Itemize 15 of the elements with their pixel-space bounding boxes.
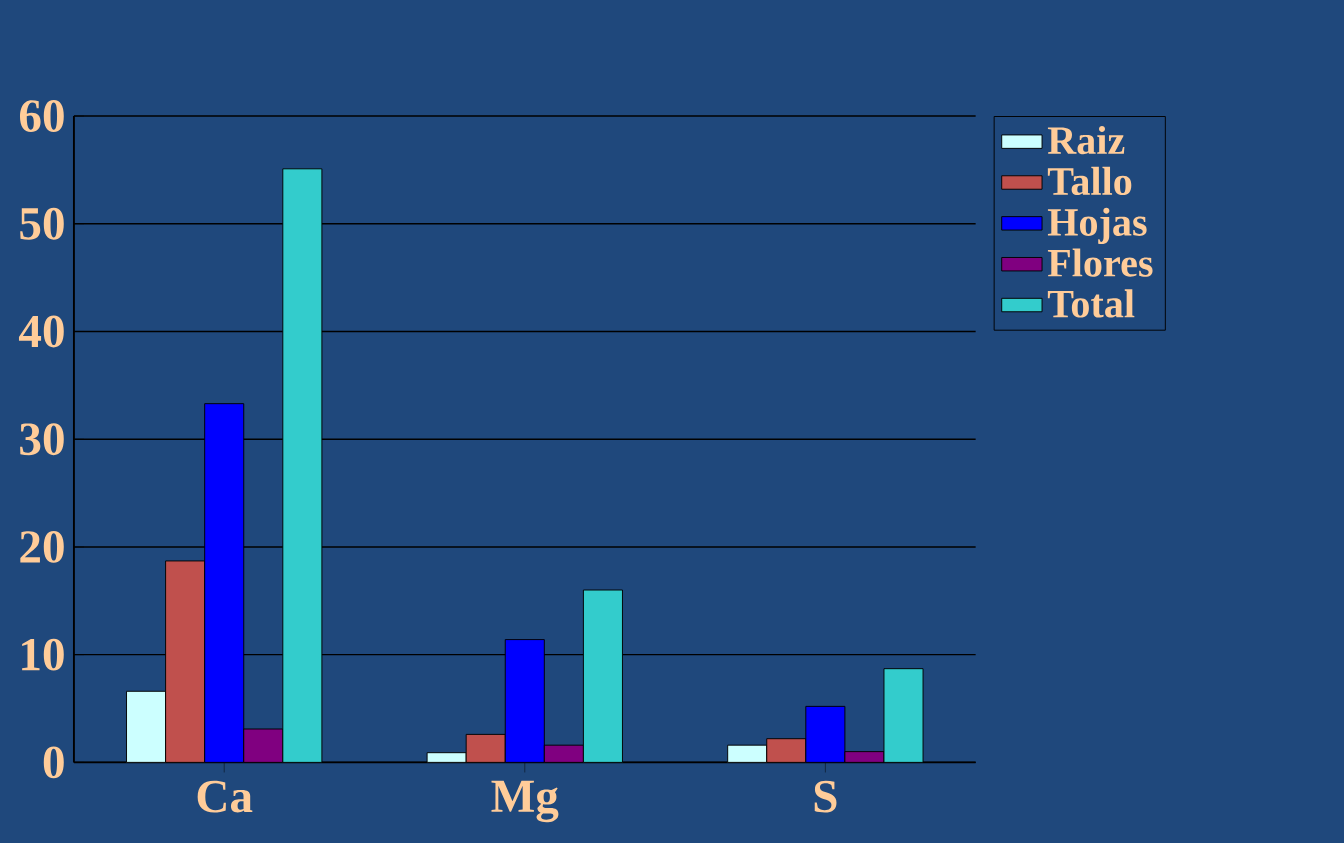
y-tick-label: 50	[20, 207, 64, 240]
y-tick-label: 20	[20, 530, 64, 563]
y-tick-label: 0	[43, 746, 64, 779]
legend-label: Raiz	[1047, 125, 1125, 155]
x-tick-label: Ca	[197, 780, 253, 813]
y-tick-label: 30	[20, 423, 64, 456]
legend-label: Total	[1047, 289, 1135, 318]
legend-label: Hojas	[1047, 207, 1147, 245]
x-tick-label: S	[814, 780, 837, 813]
legend-label: Flores	[1047, 248, 1153, 277]
y-tick-label: 40	[18, 315, 64, 348]
y-tick-label: 10	[22, 638, 64, 671]
x-tick-label: Mg	[491, 780, 559, 823]
y-tick-label: 60	[19, 100, 64, 132]
legend-label: Tallo	[1047, 166, 1132, 196]
